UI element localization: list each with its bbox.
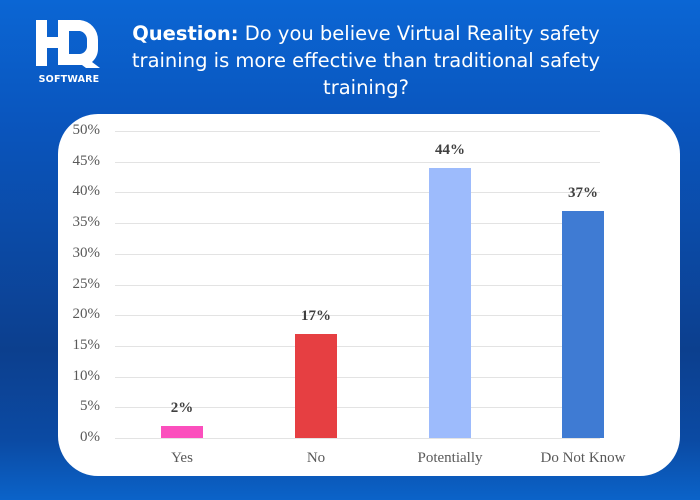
x-axis-category-label: Yes xyxy=(171,450,193,466)
bar-value-label: 37% xyxy=(568,185,598,201)
logo-text: SOFTWARE xyxy=(38,74,100,85)
x-axis-category-label: Potentially xyxy=(417,450,483,466)
gridline xyxy=(115,192,600,193)
y-axis-tick-label: 35% xyxy=(72,214,101,230)
y-axis-tick-label: 25% xyxy=(72,276,101,292)
gridline xyxy=(115,131,600,132)
x-axis-category-label: No xyxy=(306,450,326,466)
x-axis-category-label: Do Not Know xyxy=(540,450,626,466)
y-axis-tick-label: 5% xyxy=(80,398,100,414)
y-axis-tick-label: 30% xyxy=(72,245,101,261)
y-axis-tick-label: 40% xyxy=(72,183,101,199)
gridline xyxy=(115,315,600,316)
gridline xyxy=(115,407,600,408)
question-heading: Question: Do you believe Virtual Reality… xyxy=(116,20,616,101)
y-axis-tick-label: 0% xyxy=(80,429,100,445)
gridline xyxy=(115,438,600,439)
gridline xyxy=(115,285,600,286)
y-axis-tick-label: 50% xyxy=(72,122,101,138)
hq-logo-icon xyxy=(36,20,100,68)
y-axis-tick-label: 10% xyxy=(72,368,101,384)
bar-potentially xyxy=(429,168,471,438)
question-text: Do you believe Virtual Reality safety tr… xyxy=(131,22,601,99)
bar-no xyxy=(295,334,337,438)
gridline xyxy=(115,162,600,163)
gridline xyxy=(115,223,600,224)
gridline xyxy=(115,346,600,347)
gridline xyxy=(115,254,600,255)
hq-software-logo: SOFTWARE xyxy=(34,18,104,85)
bar-do-not-know xyxy=(562,211,604,438)
bar-value-label: 44% xyxy=(435,142,465,158)
bar-value-label: 2% xyxy=(170,400,194,416)
bar-value-label: 17% xyxy=(301,308,331,324)
y-axis-tick-label: 15% xyxy=(72,337,101,353)
y-axis-tick-label: 20% xyxy=(72,306,101,322)
y-axis-tick-label: 45% xyxy=(72,153,101,169)
bar-yes xyxy=(161,426,203,438)
gridline xyxy=(115,377,600,378)
question-prefix: Question: xyxy=(132,22,239,45)
